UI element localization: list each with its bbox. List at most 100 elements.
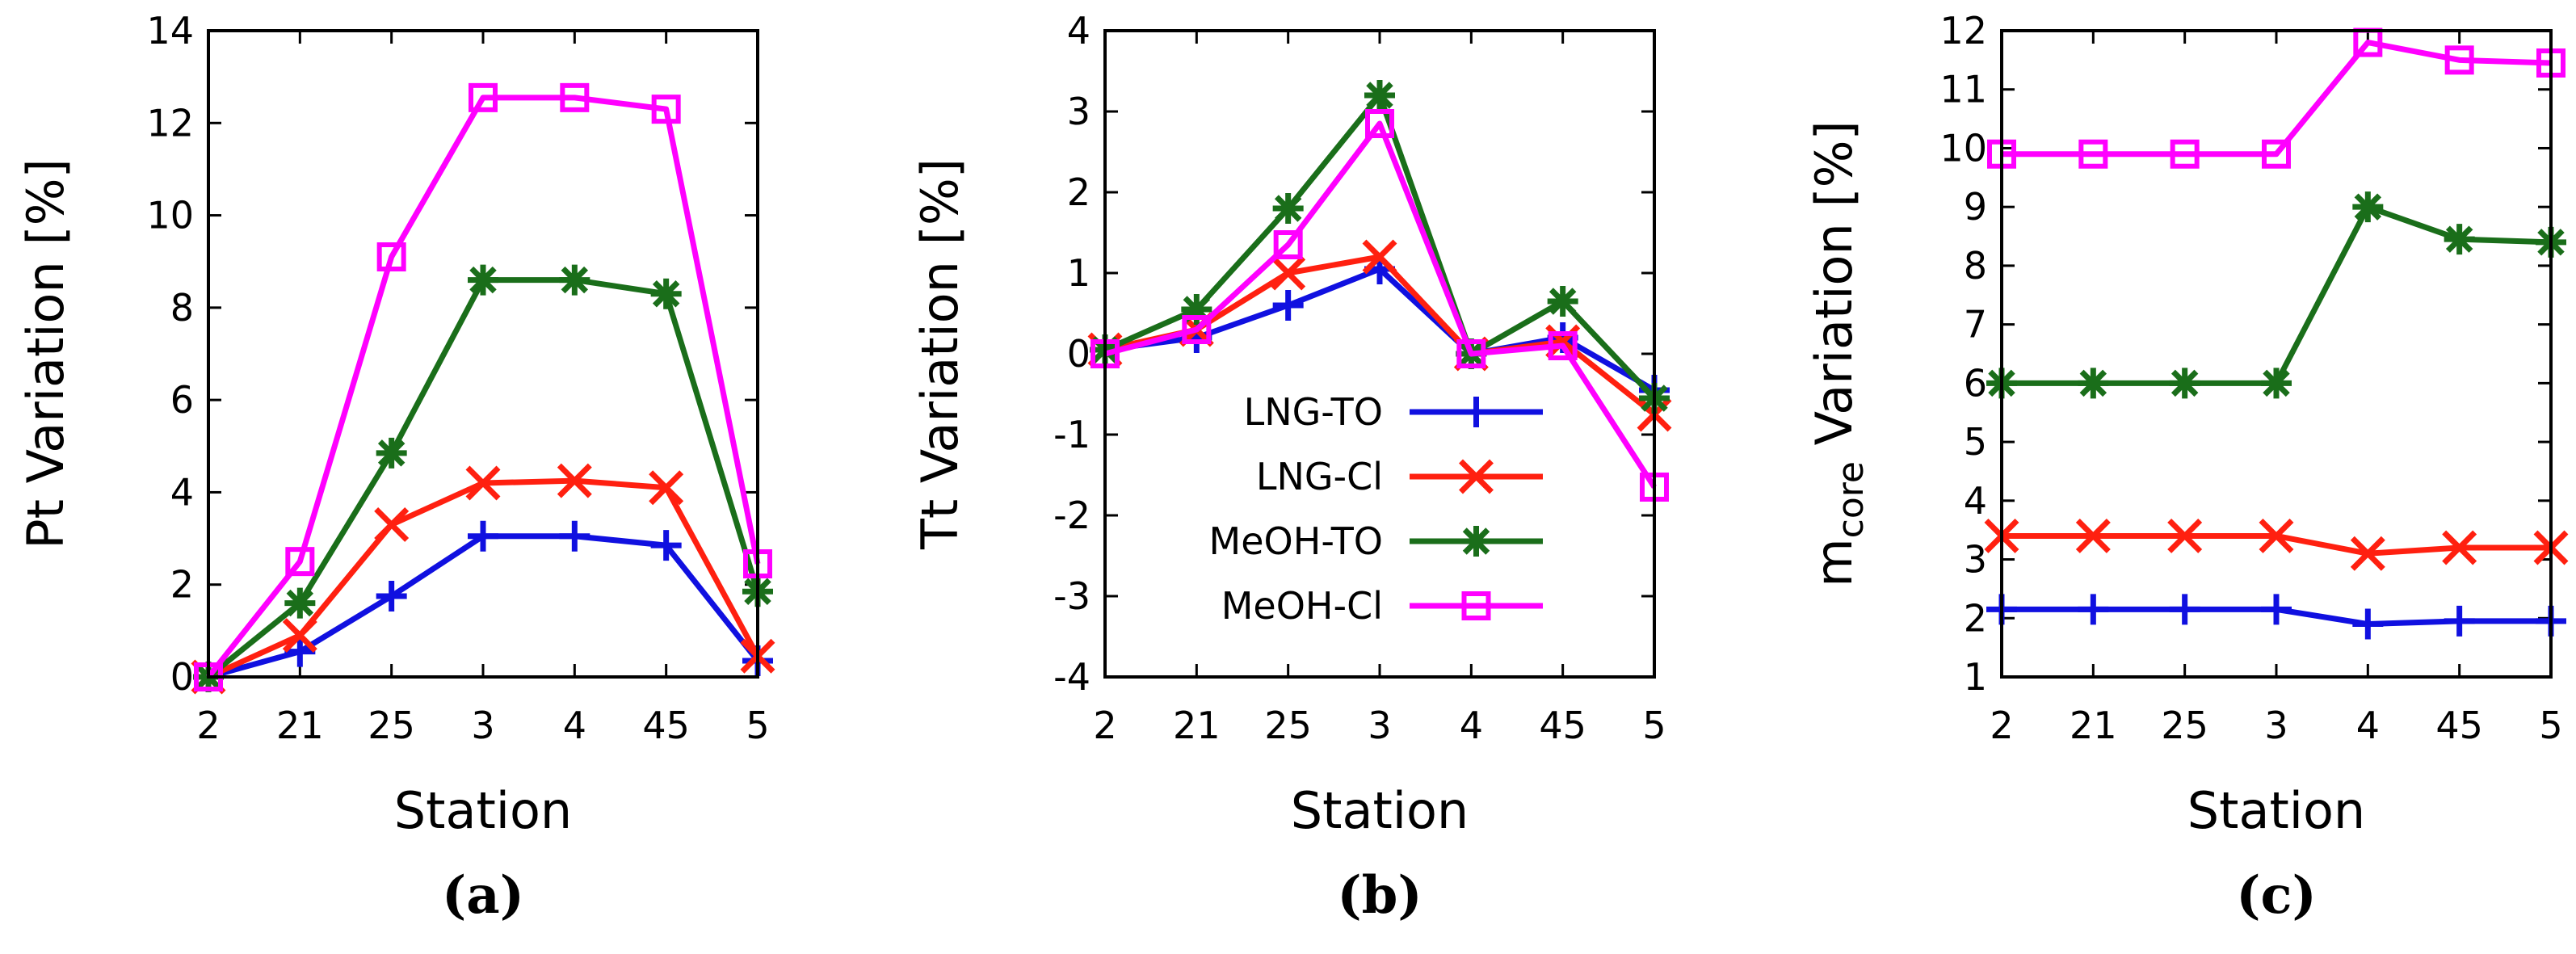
series-meoh-to <box>193 264 773 692</box>
y-tick-label: 0 <box>1067 332 1090 376</box>
data-point <box>374 506 410 542</box>
legend-marker <box>1460 397 1492 427</box>
y-tick-label: 5 <box>1964 420 1987 464</box>
x-tick-label: 3 <box>1368 704 1391 747</box>
plot-frame <box>207 29 759 679</box>
x-tick-label: 4 <box>1460 704 1483 747</box>
legend-label: LNG-TO <box>1244 390 1383 434</box>
y-tick-label: 3 <box>1964 538 1987 582</box>
series-line <box>1104 120 1657 489</box>
legend-label: LNG-Cl <box>1256 455 1383 498</box>
data-point <box>1273 230 1303 259</box>
legend-marker <box>1459 459 1494 494</box>
data-point <box>285 547 315 577</box>
y-tick-label: 1 <box>1067 251 1090 295</box>
data-point <box>1182 315 1212 344</box>
y-tick-label: 4 <box>1964 479 1987 523</box>
y-tick-label: 2 <box>1964 596 1987 640</box>
y-tick-label: 8 <box>170 286 194 330</box>
x-tick-label: 5 <box>746 704 769 747</box>
data-point <box>651 95 681 124</box>
legend-label: MeOH-Cl <box>1221 584 1383 628</box>
data-point <box>1456 339 1486 368</box>
data-point <box>650 530 682 561</box>
series-lng-cl <box>1984 518 2569 571</box>
y-tick-label: 6 <box>1964 361 1987 405</box>
data-point <box>1362 239 1397 275</box>
data-point <box>2352 191 2384 223</box>
legend-entry: MeOH-TO <box>1209 519 1543 563</box>
data-point <box>468 264 498 296</box>
data-point <box>1272 193 1304 224</box>
series-meoh-cl <box>194 82 772 691</box>
x-axis-label: Station <box>2187 781 2365 840</box>
data-point <box>2261 368 2292 399</box>
data-point <box>2259 518 2294 553</box>
y-tick-label: 6 <box>170 378 194 422</box>
data-point <box>465 465 501 501</box>
data-point <box>2350 536 2385 571</box>
y-tick-label: 2 <box>170 563 194 607</box>
data-point <box>2261 594 2292 625</box>
legend-label: MeOH-TO <box>1209 519 1383 563</box>
data-point <box>282 618 317 654</box>
legend-entry: LNG-Cl <box>1256 455 1543 498</box>
y-tick-label: 3 <box>1067 90 1090 133</box>
x-tick-label: 21 <box>276 704 324 747</box>
y-axis-label: mcore Variation [%] <box>1805 120 1872 587</box>
series-line <box>2002 40 2552 158</box>
data-point <box>2167 518 2203 553</box>
x-tick-label: 2 <box>1093 704 1116 747</box>
data-point <box>2262 139 2291 169</box>
x-tick-label: 45 <box>2435 704 2483 747</box>
y-tick-label: 9 <box>1964 185 1987 229</box>
series-line <box>206 95 761 679</box>
y-tick-label: 12 <box>146 101 194 145</box>
y-tick-label: 8 <box>1964 244 1987 288</box>
legend-marker <box>1461 591 1491 620</box>
data-point <box>468 520 498 552</box>
y-tick-label: 14 <box>146 9 194 53</box>
data-point <box>557 463 592 498</box>
y-tick-label: -3 <box>1053 574 1090 618</box>
data-point <box>1547 286 1578 317</box>
data-point <box>376 581 407 611</box>
data-point <box>284 587 316 619</box>
legend-entry: MeOH-Cl <box>1221 584 1543 628</box>
panel-b: -4 -3 -2 -1 0 1 2 3 4 2 21 25 3 4 45 5 Tt Variation [%] S… <box>910 9 1672 926</box>
data-point <box>650 278 682 309</box>
data-point <box>1548 331 1578 360</box>
x-tick-label: 21 <box>1173 704 1221 747</box>
series-meoh-cl <box>1987 27 2565 169</box>
y-tick-label: 10 <box>146 194 194 237</box>
panel-label: (a) <box>442 865 524 926</box>
x-tick-label: 25 <box>368 704 415 747</box>
data-point <box>560 82 590 112</box>
legend-marker <box>1460 526 1492 557</box>
x-tick-label: 5 <box>2539 704 2562 747</box>
data-point <box>2169 368 2200 399</box>
x-tick-label: 2 <box>1990 704 2013 747</box>
x-axis-label: Station <box>1291 781 1469 840</box>
y-tick-label: 7 <box>1964 303 1987 347</box>
y-tick-label: -4 <box>1053 655 1090 699</box>
legend-entry: LNG-TO <box>1244 390 1543 434</box>
y-tick-label: 4 <box>170 470 194 514</box>
series-lng-to <box>1986 594 2566 640</box>
x-tick-label: 4 <box>2356 704 2380 747</box>
data-point <box>1364 80 1395 111</box>
y-tick-label: 10 <box>1939 126 1987 170</box>
x-tick-label: 2 <box>196 704 220 747</box>
data-point <box>2170 139 2200 169</box>
data-point <box>2078 139 2108 169</box>
data-point <box>2442 530 2477 565</box>
data-point <box>2078 368 2109 399</box>
data-point <box>559 264 590 296</box>
x-tick-label: 3 <box>471 704 494 747</box>
series-meoh-cl <box>1090 109 1669 502</box>
y-tick-label: -1 <box>1053 413 1090 456</box>
x-tick-label: 45 <box>1539 704 1586 747</box>
x-tick-label: 3 <box>2264 704 2288 747</box>
